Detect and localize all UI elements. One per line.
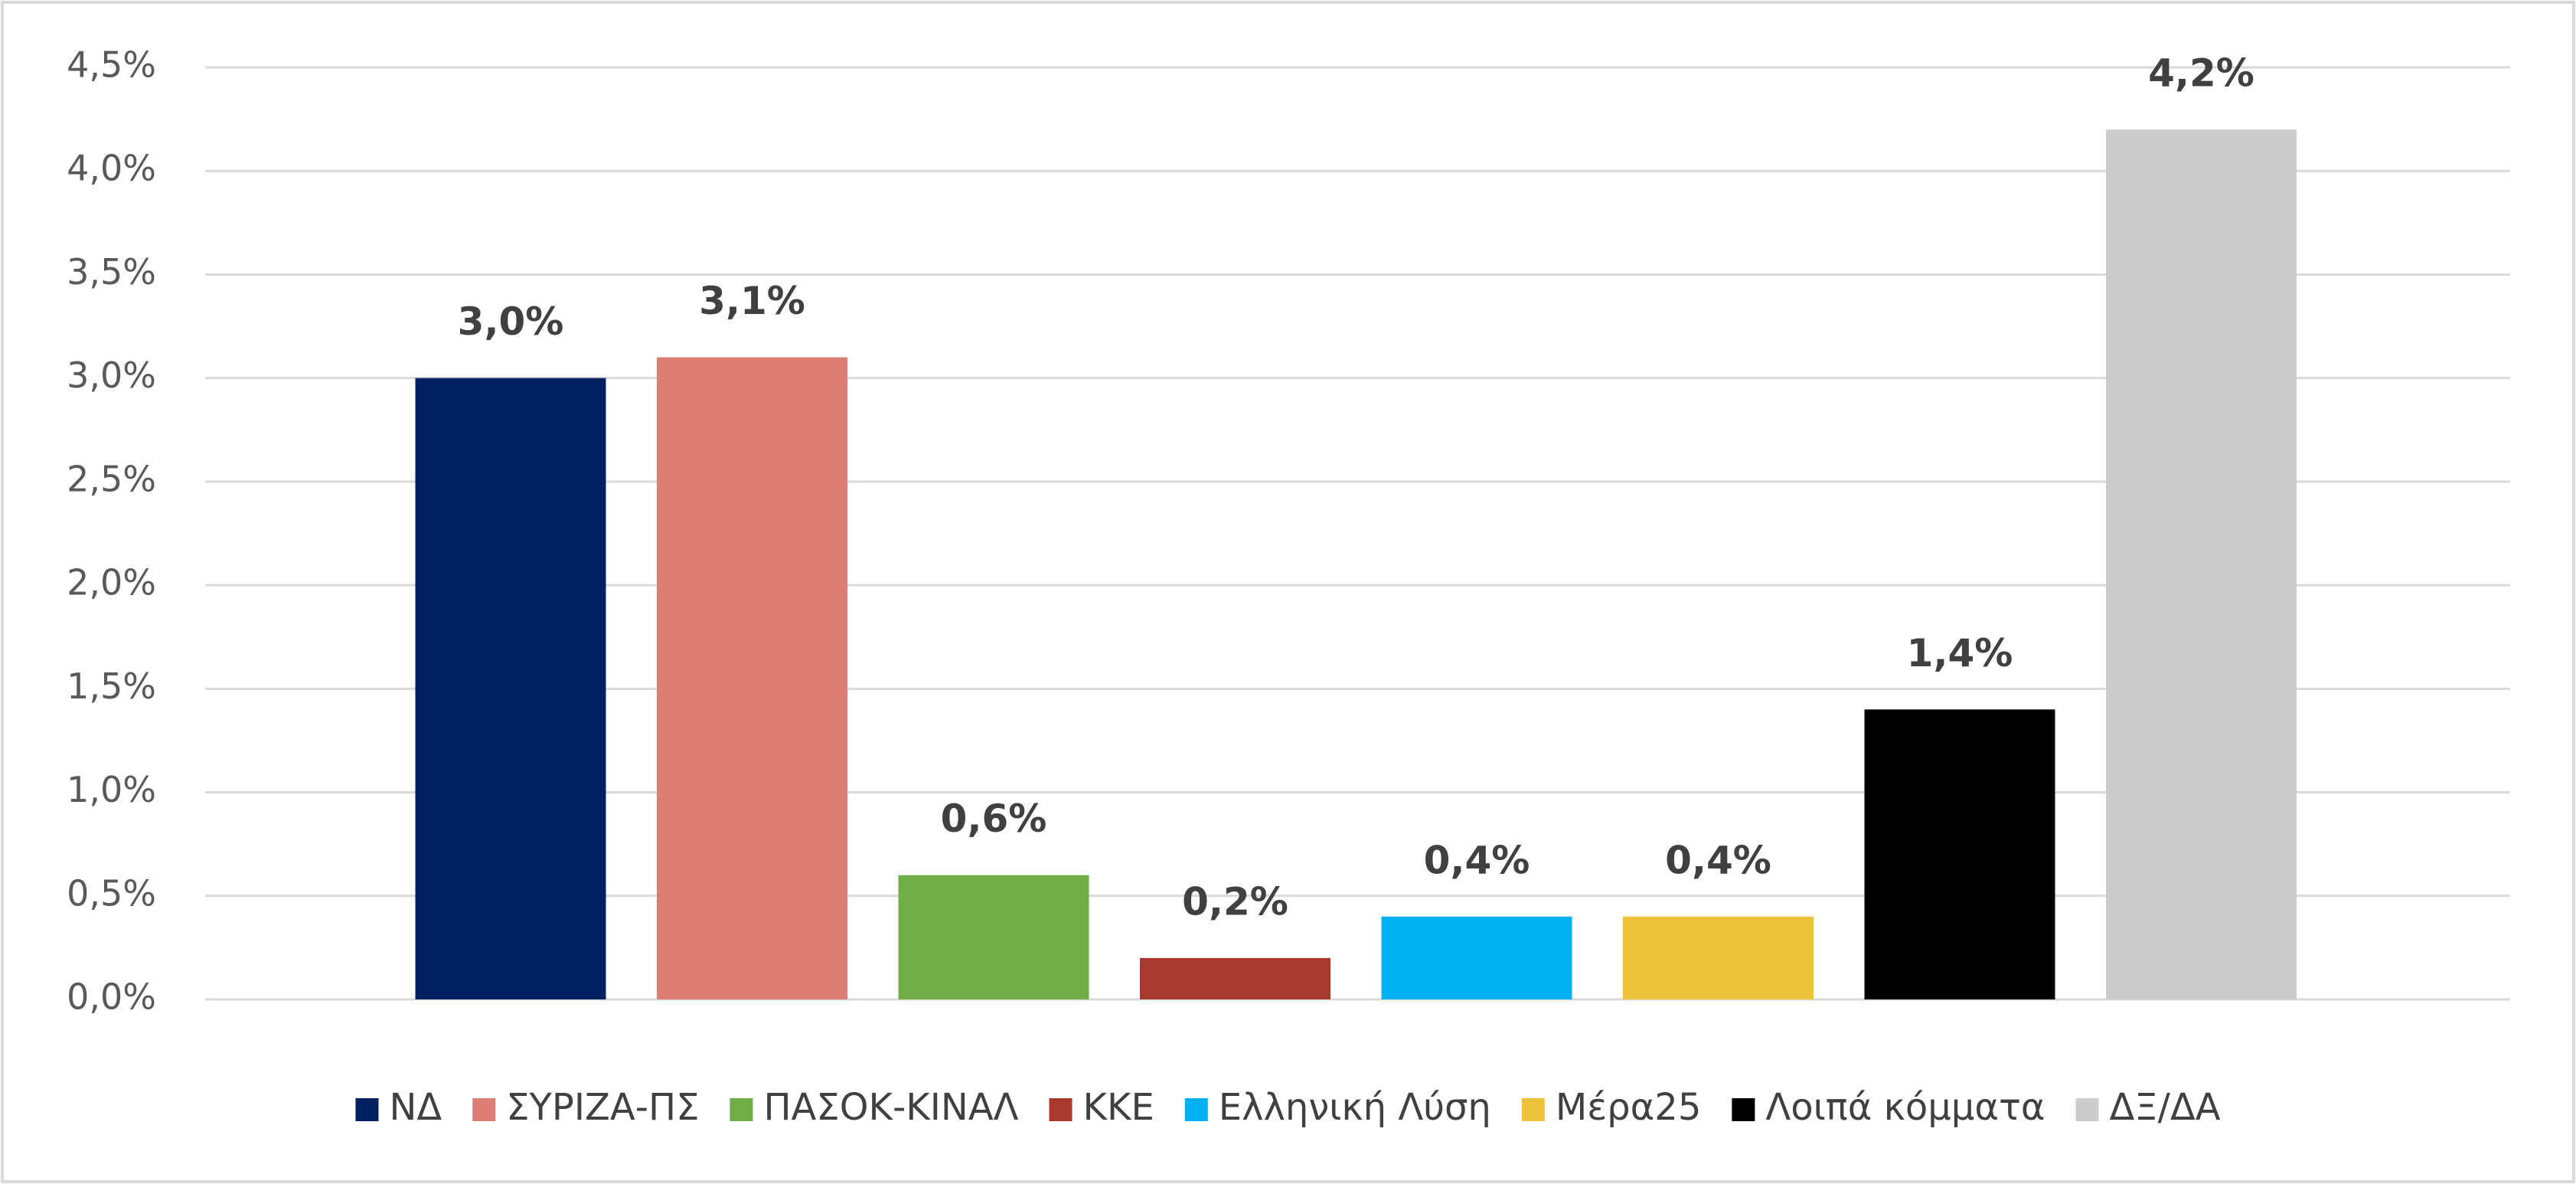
legend-swatch [730, 1098, 753, 1121]
y-tick-label: 3,5% [67, 251, 156, 293]
bar [1381, 916, 1572, 999]
y-tick-label: 0,0% [67, 976, 156, 1018]
legend-swatch [472, 1098, 496, 1121]
value-label: 4,2% [2148, 51, 2254, 96]
y-tick-label: 3,0% [67, 355, 156, 396]
bar [898, 875, 1089, 999]
bar [657, 357, 847, 1000]
value-label: 3,1% [699, 279, 805, 323]
bar [1623, 916, 1814, 999]
legend-label: ΝΔ [389, 1086, 442, 1129]
value-label: 0,2% [1182, 879, 1288, 924]
legend-swatch [1049, 1098, 1073, 1121]
legend-swatch [1184, 1098, 1208, 1121]
value-label: 0,6% [941, 796, 1047, 841]
legend-swatch [1732, 1098, 1755, 1121]
legend-label: Λοιπά κόμματα [1765, 1086, 2045, 1129]
legend-label: ΠΑΣΟΚ-ΚΙΝΑΛ [763, 1086, 1018, 1129]
value-label: 0,4% [1665, 838, 1771, 882]
legend-label: Μέρα25 [1556, 1086, 1702, 1129]
bar [1864, 709, 2055, 999]
legend-label: ΣΥΡΙΖΑ-ΠΣ [506, 1086, 699, 1129]
value-label: 0,4% [1424, 838, 1530, 882]
bar [2106, 129, 2297, 1000]
value-label: 1,4% [1907, 631, 2013, 675]
y-tick-label: 0,5% [67, 872, 156, 914]
legend-label: ΚΚΕ [1082, 1086, 1154, 1129]
y-tick-label: 2,0% [67, 562, 156, 603]
legend-swatch [1521, 1098, 1545, 1121]
y-tick-label: 2,5% [67, 458, 156, 499]
y-tick-label: 1,5% [67, 666, 156, 707]
value-label: 3,0% [458, 299, 564, 344]
legend-swatch [2075, 1098, 2099, 1121]
y-tick-label: 4,5% [67, 44, 156, 86]
y-tick-label: 4,0% [67, 148, 156, 189]
legend-swatch [355, 1098, 379, 1121]
legend-label: Ελληνική Λύση [1219, 1086, 1491, 1129]
bar [1140, 957, 1330, 999]
legend-label: ΔΞ/ΔΑ [2110, 1086, 2221, 1129]
bar [415, 378, 606, 1000]
y-tick-label: 1,0% [67, 769, 156, 810]
